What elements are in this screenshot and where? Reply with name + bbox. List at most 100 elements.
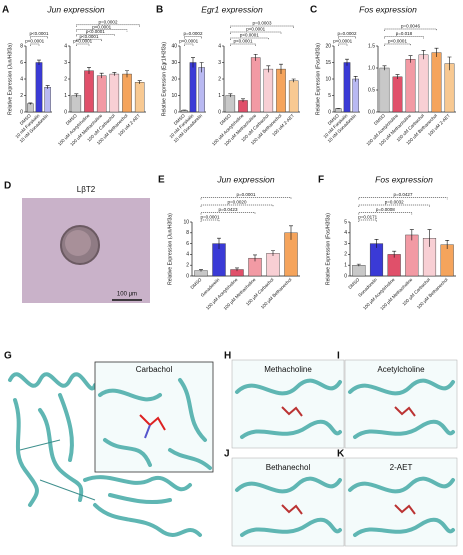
panel-label: D — [4, 181, 11, 192]
significance-bracket — [230, 31, 282, 34]
y-tick-label: 4 — [64, 43, 67, 49]
bar — [96, 75, 107, 113]
x-tick-label: 100 μM Bethanechol — [260, 277, 293, 310]
p-value: p<0.0001 — [25, 39, 44, 44]
error-bar — [217, 237, 221, 249]
y-tick-label: 2 — [186, 263, 189, 269]
bar — [405, 59, 416, 113]
y-tick-label: 3 — [344, 241, 347, 247]
error-bar — [37, 59, 41, 65]
bar — [405, 234, 419, 277]
significance-bracket — [200, 197, 292, 200]
y-tick-label: 40 — [171, 43, 177, 49]
bar — [418, 54, 429, 113]
bar — [122, 73, 132, 113]
p-value: p<0.0001 — [333, 39, 352, 44]
error-bar — [235, 267, 239, 272]
y-tick-label: 5 — [328, 93, 331, 99]
error-bar — [99, 72, 104, 79]
error-bar — [382, 65, 387, 71]
significance-bracket — [358, 204, 430, 207]
error-bar — [395, 74, 400, 79]
significance-bracket — [200, 204, 274, 207]
helix — [235, 378, 342, 396]
y-tick-label: 6 — [20, 60, 23, 66]
cell-cluster-core — [65, 230, 91, 256]
panel-label: G — [4, 351, 12, 362]
helix — [353, 517, 455, 537]
panel-label: E — [158, 175, 165, 186]
y-tick-label: 2 — [64, 76, 67, 82]
p-value: p=0.0020 — [228, 200, 247, 205]
error-bar — [191, 57, 195, 68]
error-bar — [353, 76, 358, 82]
error-bar — [199, 62, 204, 73]
chart-title: Fos expression — [375, 174, 433, 184]
error-bar — [445, 240, 450, 249]
bar — [440, 244, 454, 277]
y-tick-label: 1 — [344, 263, 347, 269]
significance-bracket — [200, 219, 220, 222]
significance-bracket — [358, 219, 377, 222]
bar — [288, 80, 299, 113]
y-tick-label: 1 — [218, 93, 221, 99]
error-bar — [434, 47, 439, 57]
bar — [444, 63, 455, 113]
bar — [369, 243, 384, 277]
image-title: Bethanechol — [266, 463, 311, 472]
y-tick-label: 0 — [218, 109, 221, 115]
protein-structure — [8, 372, 202, 537]
significance-bracket — [338, 36, 356, 39]
bar — [84, 70, 94, 113]
panel-label: J — [224, 449, 230, 460]
ligand — [281, 406, 303, 417]
x-tick-label: 100 μM Methacholine — [223, 277, 257, 311]
panel-label: C — [310, 5, 317, 16]
error-bar — [421, 50, 426, 60]
significance-bracket — [30, 36, 48, 39]
error-bar — [45, 85, 50, 89]
bar — [276, 68, 286, 113]
bar — [27, 103, 34, 113]
helix — [240, 419, 342, 439]
y-tick-label: 5 — [344, 219, 347, 225]
error-bar — [345, 58, 349, 66]
helix — [348, 476, 455, 494]
y-axis-label: Relative Expression (Egr1/H3f3a) — [161, 42, 167, 117]
p-value: p<0.0001 — [234, 39, 253, 44]
bar — [189, 62, 197, 113]
bar — [392, 76, 403, 113]
bar — [379, 67, 390, 113]
y-tick-label: 3 — [64, 60, 67, 66]
x-tick-label: 100 μM Methacholine — [379, 277, 413, 311]
error-bar — [253, 53, 258, 61]
y-tick-label: 0 — [328, 109, 331, 115]
image-title: Methacholine — [264, 365, 312, 374]
panel-label: F — [318, 175, 324, 186]
p-value: p=0.0001 — [237, 192, 256, 197]
error-bar — [279, 63, 283, 75]
bar — [134, 82, 145, 113]
y-tick-label: 0 — [186, 273, 189, 279]
p-value: p<0.0001 — [240, 33, 259, 38]
p-value: p=0.0423 — [219, 207, 238, 212]
significance-bracket — [76, 43, 90, 46]
bar — [225, 95, 236, 113]
y-tick-label: 10 — [183, 219, 189, 225]
significance-bracket — [30, 43, 40, 46]
error-bar — [112, 72, 117, 76]
error-bar — [28, 102, 33, 105]
p-value: p=0.0002 — [338, 31, 357, 36]
y-tick-label: 6 — [186, 241, 189, 247]
significance-bracket — [230, 43, 256, 46]
panel-label: B — [156, 5, 163, 16]
p-value: p<0.0001 — [73, 39, 92, 44]
significance-bracket — [76, 24, 140, 27]
chart-title: Jun expression — [216, 174, 274, 184]
y-tick-label: 8 — [20, 43, 23, 49]
y-axis-label: Relative Expression (Jun/H3f3a) — [7, 43, 13, 115]
bar — [44, 87, 51, 113]
error-bar — [228, 93, 233, 98]
p-value: p=0.0046 — [401, 24, 420, 29]
helix — [353, 419, 455, 439]
